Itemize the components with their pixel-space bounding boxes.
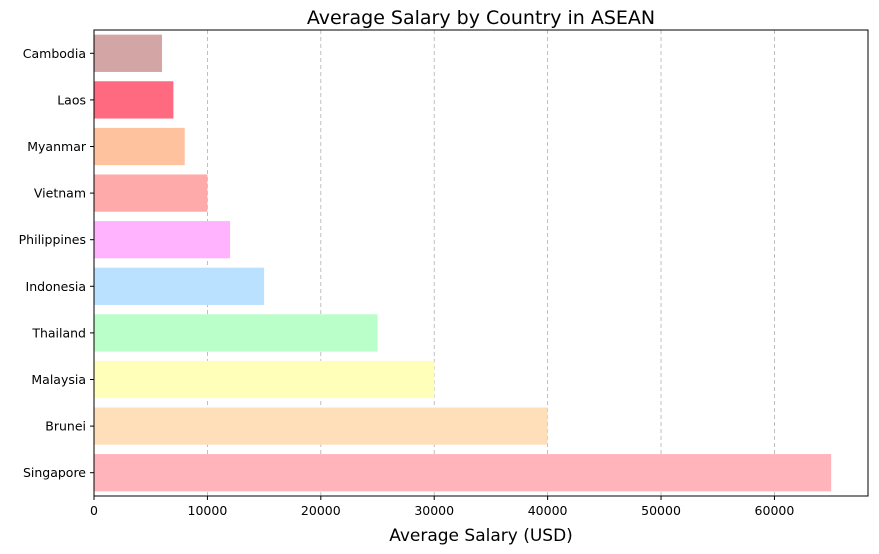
x-tick-label: 0: [90, 503, 98, 518]
bar-brunei: [94, 407, 548, 445]
bar-philippines: [94, 221, 231, 259]
x-tick-label: 30000: [414, 503, 454, 518]
x-tick-label: 10000: [188, 503, 228, 518]
y-tick-label: Myanmar: [27, 139, 87, 154]
x-tick-label: 20000: [301, 503, 341, 518]
bar-indonesia: [94, 267, 265, 305]
y-tick-label: Malaysia: [31, 372, 86, 387]
y-tick-label: Brunei: [45, 419, 86, 434]
y-axis-ticks: Singapore Brunei Malaysia Thailand Indonesia…: [19, 46, 94, 480]
y-tick-label: Vietnam: [34, 186, 86, 201]
plot-frame: [93, 29, 869, 497]
x-tick-label: 60000: [755, 503, 795, 518]
y-tick-label: Indonesia: [26, 279, 86, 294]
chart-title: Average Salary by Country in ASEAN: [307, 7, 655, 29]
x-tick-label: 40000: [528, 503, 568, 518]
bars: [94, 34, 832, 492]
y-tick-label: Cambodia: [23, 46, 86, 61]
bar-singapore: [94, 454, 832, 492]
x-axis-label: Average Salary (USD): [389, 526, 573, 546]
y-tick-label: Philippines: [19, 232, 86, 247]
x-tick-label: 50000: [641, 503, 681, 518]
bar-laos: [94, 81, 174, 119]
bar-vietnam: [94, 174, 208, 212]
x-axis-ticks: 0 10000 20000 30000 40000 50000 60000: [90, 496, 794, 518]
y-tick-label: Laos: [57, 92, 86, 107]
bar-myanmar: [94, 127, 185, 166]
y-tick-label: Singapore: [23, 465, 86, 480]
y-tick-label: Thailand: [31, 325, 86, 340]
bar-cambodia: [94, 34, 163, 72]
bar-malaysia: [94, 360, 435, 399]
bar-thailand: [94, 314, 378, 352]
